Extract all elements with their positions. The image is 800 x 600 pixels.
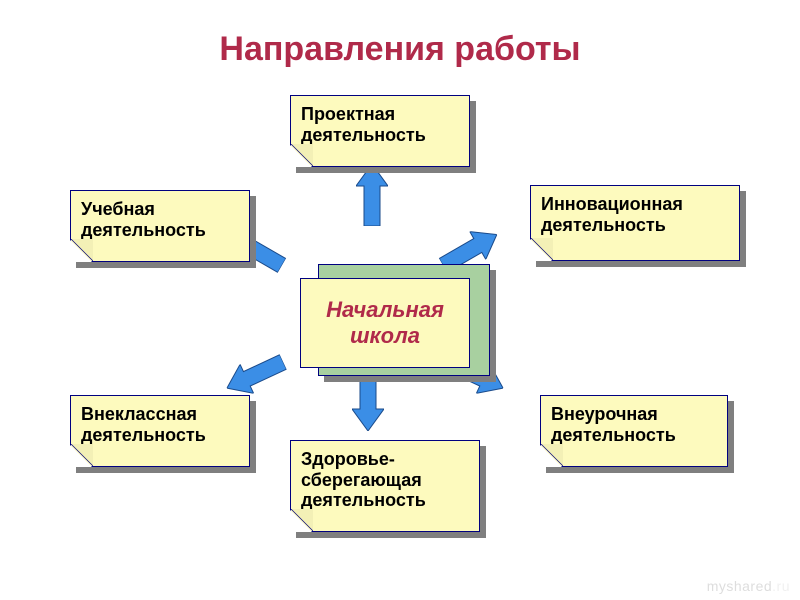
note-fold [531,238,553,260]
arrow-health [352,369,384,431]
diagram-stage: Направления работы Проектная деятельност… [0,0,800,600]
note-paper: Внеурочная деятельность [540,395,728,467]
note-extraclass: Внеклассная деятельность [70,395,250,467]
note-paper: Инновационная деятельность [530,185,740,261]
note-paper: Учебная деятельность [70,190,250,262]
arrow-project [356,164,388,226]
watermark-text: myshared [707,578,772,594]
note-paper: Проектная деятельность [290,95,470,167]
page-title: Направления работы [0,30,800,69]
watermark-suffix: .ru [772,578,790,594]
center-front-card: Начальная школа [300,278,470,368]
note-fold [541,444,563,466]
note-fold [291,509,313,531]
note-project: Проектная деятельность [290,95,470,167]
note-health: Здоровье-сберегающая деятельность [290,440,480,532]
note-fold [71,239,93,261]
title-text: Направления работы [219,30,580,68]
note-study: Учебная деятельность [70,190,250,262]
watermark: myshared.ru [707,578,790,594]
note-afterschool: Внеурочная деятельность [540,395,728,467]
note-paper: Внеклассная деятельность [70,395,250,467]
note-fold [71,444,93,466]
note-paper: Здоровье-сберегающая деятельность [290,440,480,532]
note-fold [291,144,313,166]
note-innovation: Инновационная деятельность [530,185,740,261]
center-label: Начальная школа [307,297,463,349]
